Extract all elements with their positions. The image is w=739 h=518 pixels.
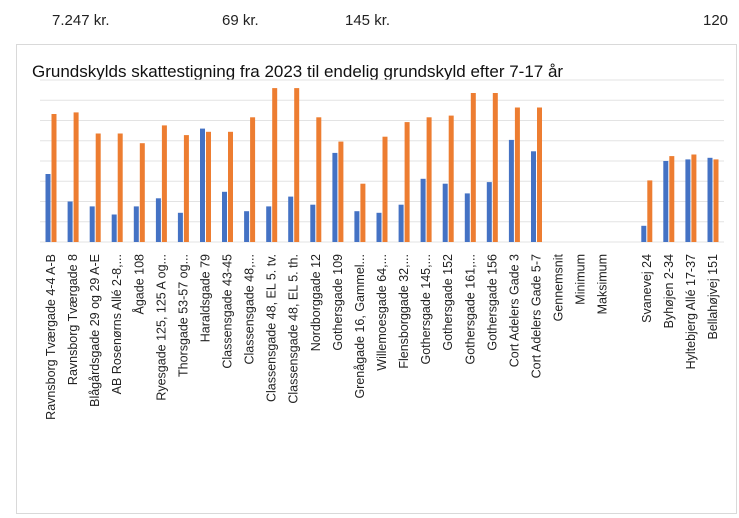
bar-series-1-item-9 bbox=[222, 191, 227, 242]
category-label: Hyltebjerg Allé 17-37 bbox=[684, 254, 698, 369]
bar-series-1-item-23 bbox=[531, 151, 536, 242]
category-label: Classensgade 48,... bbox=[243, 254, 257, 364]
category-label: Byhøjen 2-34 bbox=[662, 254, 676, 328]
bar-series-1-item-6 bbox=[155, 198, 161, 242]
header-value-1: 7.247 kr. bbox=[52, 12, 110, 29]
bar-series-2-item-11 bbox=[272, 88, 278, 242]
bar-series-2-item-31 bbox=[713, 159, 719, 242]
category-label: Bellahøjvej 151 bbox=[706, 254, 720, 340]
bar-series-1-item-30 bbox=[685, 159, 691, 242]
header-values-row: 7.247 kr. 69 kr. 145 kr. 120 bbox=[0, 0, 739, 36]
category-label: Ravnsborg Tværgade 8 bbox=[66, 254, 80, 385]
category-label: Haraldsgade 79 bbox=[198, 254, 212, 342]
category-label: Ryesgade 125, 125 A og... bbox=[154, 254, 168, 401]
bar-series-1-item-31 bbox=[707, 157, 713, 242]
bar-series-1-item-12 bbox=[288, 196, 294, 242]
gridlines bbox=[40, 79, 724, 243]
chart-title: Grundskylds skattestigning fra 2023 til … bbox=[32, 62, 564, 81]
category-label: Ravnsborg Tværgade 4-4 A-B bbox=[44, 254, 58, 420]
bar-series-1-item-21 bbox=[486, 182, 492, 242]
bar-series-2-item-30 bbox=[691, 154, 697, 242]
category-label: Classensgade 43-45 bbox=[221, 254, 235, 369]
bar-series-1-item-20 bbox=[464, 193, 470, 242]
bar-series-2-item-3 bbox=[95, 133, 101, 242]
category-label: Blågårdsgade 29 og 29 A-E bbox=[88, 254, 102, 407]
category-label: Gothersgade 109 bbox=[331, 254, 345, 351]
bar-series-1-item-15 bbox=[354, 211, 360, 242]
bar-series-1-item-29 bbox=[663, 161, 669, 242]
bar-series-2-item-2 bbox=[73, 112, 79, 243]
bar-series-1-item-18 bbox=[420, 178, 426, 242]
bar-series-2-item-22 bbox=[514, 107, 520, 242]
bar-series-2-item-17 bbox=[404, 122, 410, 242]
bar-series-2-item-7 bbox=[183, 135, 189, 242]
bar-series-2-item-6 bbox=[161, 125, 167, 242]
bar-series-2-item-1 bbox=[51, 114, 57, 242]
bar-series-2-item-20 bbox=[470, 93, 476, 242]
category-label: Flensborggade 32,... bbox=[397, 254, 411, 369]
bar-series-2-item-5 bbox=[139, 143, 145, 242]
bar-series-2-item-29 bbox=[669, 156, 675, 242]
category-label: Gothersgade 152 bbox=[441, 254, 455, 351]
category-label: Nordborggade 12 bbox=[309, 254, 323, 351]
header-value-2: 69 kr. bbox=[222, 12, 259, 29]
bar-series-1-item-22 bbox=[508, 139, 514, 242]
chart-area[interactable] bbox=[16, 44, 737, 514]
bar-series-2-item-21 bbox=[492, 93, 498, 242]
bar-series-1-item-10 bbox=[244, 211, 250, 242]
category-label: Maksimum bbox=[596, 254, 610, 314]
bar-series-2-item-8 bbox=[206, 131, 211, 242]
bar-series-1-item-7 bbox=[177, 212, 183, 242]
bar-series-1-item-8 bbox=[200, 128, 205, 242]
category-label: Minimum bbox=[574, 254, 588, 305]
category-label: Cort Adelers Gade 5-7 bbox=[529, 254, 543, 378]
bar-series-1-item-16 bbox=[376, 212, 382, 242]
category-label: Willemoesgade 64,... bbox=[375, 254, 389, 371]
bar-series-2-item-15 bbox=[360, 183, 366, 242]
category-label: Grenågade 16, Gammel... bbox=[353, 254, 367, 399]
bar-series-2-item-9 bbox=[228, 131, 233, 242]
bar-series-2-item-12 bbox=[294, 88, 300, 242]
category-label: AB Rosenørns Allé 2-8,... bbox=[110, 254, 124, 394]
category-label: Gothersgade 145,... bbox=[419, 254, 433, 365]
category-label: Gothersgade 156 bbox=[485, 254, 499, 351]
bar-series-1-item-14 bbox=[332, 152, 338, 242]
category-label: Gennemsnit bbox=[552, 253, 566, 321]
bar-series-2-item-10 bbox=[250, 117, 256, 242]
category-label: Cort Adelers Gade 3 bbox=[507, 254, 521, 367]
bar-series-2-item-16 bbox=[382, 136, 388, 242]
category-label: Classensgade 48, EL 5. tv. bbox=[265, 254, 279, 402]
bar-series-1-item-19 bbox=[442, 183, 448, 242]
header-value-4: 120 bbox=[703, 12, 729, 29]
bars bbox=[45, 88, 719, 243]
bar-series-1-item-28 bbox=[641, 225, 647, 242]
bar-series-2-item-18 bbox=[426, 117, 432, 242]
category-label: Svanevej 24 bbox=[640, 254, 654, 323]
bar-series-1-item-3 bbox=[89, 206, 95, 242]
bar-series-1-item-4 bbox=[111, 214, 117, 242]
bar-series-1-item-17 bbox=[398, 204, 404, 242]
bar-series-2-item-28 bbox=[647, 180, 653, 242]
bar-series-1-item-11 bbox=[266, 206, 272, 242]
bar-series-2-item-14 bbox=[338, 141, 344, 242]
bar-series-1-item-5 bbox=[133, 206, 139, 242]
header-value-3: 145 kr. bbox=[345, 12, 391, 29]
category-label: Ågade 108 bbox=[131, 254, 146, 315]
category-label: Classensgade 48, EL 5. th. bbox=[287, 254, 301, 404]
category-labels: Ravnsborg Tværgade 4-4 A-B Ravnsborg Tvær… bbox=[44, 253, 720, 419]
category-label: Gothersgade 161,... bbox=[463, 254, 477, 365]
bar-series-1-item-13 bbox=[310, 204, 316, 242]
bar-series-1-item-2 bbox=[67, 201, 73, 242]
bar-series-2-item-19 bbox=[448, 115, 454, 242]
bar-series-2-item-13 bbox=[316, 117, 322, 242]
bar-series-2-item-4 bbox=[117, 133, 123, 242]
bar-series-1-item-1 bbox=[45, 174, 51, 242]
bar-series-2-item-23 bbox=[537, 107, 542, 242]
category-label: Thorsgade 53-57 og... bbox=[176, 254, 190, 377]
